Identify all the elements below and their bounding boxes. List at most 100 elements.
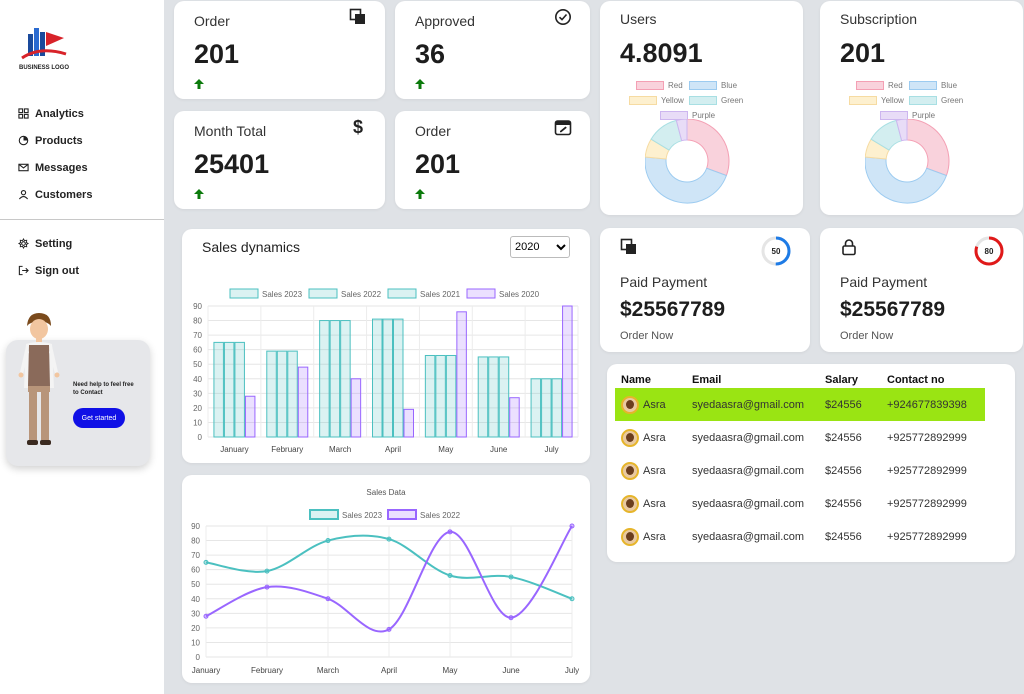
col-header-salary: Salary (825, 374, 859, 386)
data-point (203, 613, 209, 619)
pie-icon (18, 135, 29, 146)
sales-bar-chart: 0 10 20 30 40 50 60 70 80 90 January February March A… (193, 288, 579, 454)
sales-dynamics-title: Sales dynamics (202, 239, 301, 255)
table-row[interactable]: Asra syedaasra@gmail.com $24556 +9257728… (615, 520, 985, 553)
logo-text: BUSINESS LOGO (18, 65, 69, 71)
sales-data-card: Sales Data 0 10 20 30 40 50 60 70 80 90 January Febr… (182, 475, 590, 683)
donut-card-subscription: Subscription 201 Red Blue Yellow Green Purpl… (820, 1, 1023, 215)
y-tick-label: 40 (193, 375, 202, 384)
data-point (325, 538, 331, 544)
y-tick-label: 60 (193, 346, 202, 355)
payment-label: Paid Payment (840, 274, 928, 290)
x-tick-label: April (381, 666, 397, 675)
nav-label-analytics: Analytics (35, 107, 84, 120)
legend-label: Blue (721, 81, 738, 90)
legend-item[interactable]: Purple (880, 111, 935, 120)
payment-card-1: 50 Paid Payment $25567789 Order Now (600, 228, 810, 352)
legend-label: Green (941, 96, 964, 105)
legend-label: Yellow (881, 96, 904, 105)
legend-item[interactable]: Yellow (849, 96, 904, 105)
legend-swatch (849, 96, 877, 105)
nav-item-messages[interactable]: Messages (18, 154, 92, 181)
nav-item-products[interactable]: Products (18, 127, 92, 154)
nav-label-sign-out: Sign out (35, 264, 79, 277)
nav-item-analytics[interactable]: Analytics (18, 100, 92, 127)
legend-swatch (229, 288, 259, 299)
legend-swatch (880, 111, 908, 120)
copy-icon (620, 238, 636, 254)
nav-item-sign-out[interactable]: Sign out (18, 257, 79, 284)
legend-swatch (689, 81, 717, 90)
donut-title: Users (620, 11, 657, 27)
legend-label: Sales 2023 (342, 511, 383, 520)
user-icon (18, 190, 29, 200)
x-tick-label: May (442, 666, 457, 675)
bar (541, 378, 552, 438)
order-now-link[interactable]: Order Now (620, 330, 674, 342)
bar (213, 341, 224, 438)
legend-swatch (466, 288, 496, 299)
ring-progress (974, 236, 1004, 266)
business-logo[interactable]: BUSINESS LOGO (16, 24, 72, 76)
stat-label: Order (194, 13, 230, 29)
users-table-card: Name Email Salary Contact no Asra syedaa… (607, 364, 1015, 562)
avatar (621, 527, 639, 546)
legend-label: Sales 2022 (341, 290, 382, 299)
nav-label-products: Products (35, 134, 83, 147)
bar (234, 341, 245, 438)
x-tick-label: June (502, 666, 520, 675)
table-row[interactable]: Asra syedaasra@gmail.com $24556 +9257728… (615, 487, 985, 520)
payment-label: Paid Payment (620, 274, 708, 290)
x-tick-label: February (251, 666, 283, 675)
mail-icon (18, 163, 29, 172)
table-row[interactable]: Asra syedaasra@gmail.com $24556 +9257728… (615, 421, 985, 454)
logo-icon (21, 28, 67, 60)
y-tick-label: 60 (191, 566, 200, 575)
bar (372, 318, 383, 438)
stat-label: Approved (415, 13, 475, 29)
legend-item[interactable]: Red (636, 81, 683, 90)
legend-item[interactable]: Blue (909, 81, 957, 90)
nav-item-setting[interactable]: Setting (18, 230, 79, 257)
legend-item[interactable]: Green (689, 96, 743, 105)
stat-value: 25401 (194, 149, 270, 179)
y-tick-label: 50 (191, 580, 200, 589)
nav-item-customers[interactable]: Customers (18, 181, 92, 208)
row-salary: $24556 (825, 431, 862, 444)
legend-item[interactable]: Red (856, 81, 903, 90)
legend-swatch (909, 96, 937, 105)
y-tick-label: 40 (191, 595, 200, 604)
table-row[interactable]: Asra syedaasra@gmail.com $24556 +9257728… (615, 454, 985, 487)
y-tick-label: 90 (193, 302, 202, 311)
row-salary: $24556 (825, 497, 862, 510)
row-salary: $24556 (825, 464, 862, 477)
data-point (386, 626, 392, 632)
avatar (621, 428, 639, 447)
legend-item[interactable]: Green (909, 96, 963, 105)
legend-swatch (309, 509, 339, 520)
table-header-row: Name Email Salary Contact no (615, 372, 985, 388)
legend-item[interactable]: Yellow (629, 96, 684, 105)
data-point (447, 572, 453, 578)
bar (340, 320, 351, 438)
year-select[interactable]: 2020 (510, 236, 570, 258)
legend-item[interactable]: Blue (689, 81, 737, 90)
row-name: Asra (643, 464, 666, 477)
stat-label: Month Total (194, 123, 267, 139)
legend-label: Purple (912, 111, 936, 120)
get-started-button[interactable]: Get started (73, 408, 125, 428)
donut-slice (906, 119, 950, 177)
stat-value: 201 (415, 149, 461, 179)
row-salary: $24556 (819, 388, 881, 421)
gear-icon (18, 238, 29, 249)
line-chart-title: Sales Data (366, 488, 406, 497)
bar (329, 320, 341, 438)
legend-item[interactable]: Purple (660, 111, 715, 120)
nav-label-customers: Customers (35, 188, 93, 201)
order-now-link[interactable]: Order Now (840, 330, 894, 342)
stat-value: 201 (194, 39, 240, 69)
table-row[interactable]: Asra syedaasra@gmail.com $24556 +9246778… (615, 388, 985, 421)
bar (393, 318, 404, 438)
y-tick-label: 80 (191, 537, 200, 546)
bar (435, 354, 446, 438)
